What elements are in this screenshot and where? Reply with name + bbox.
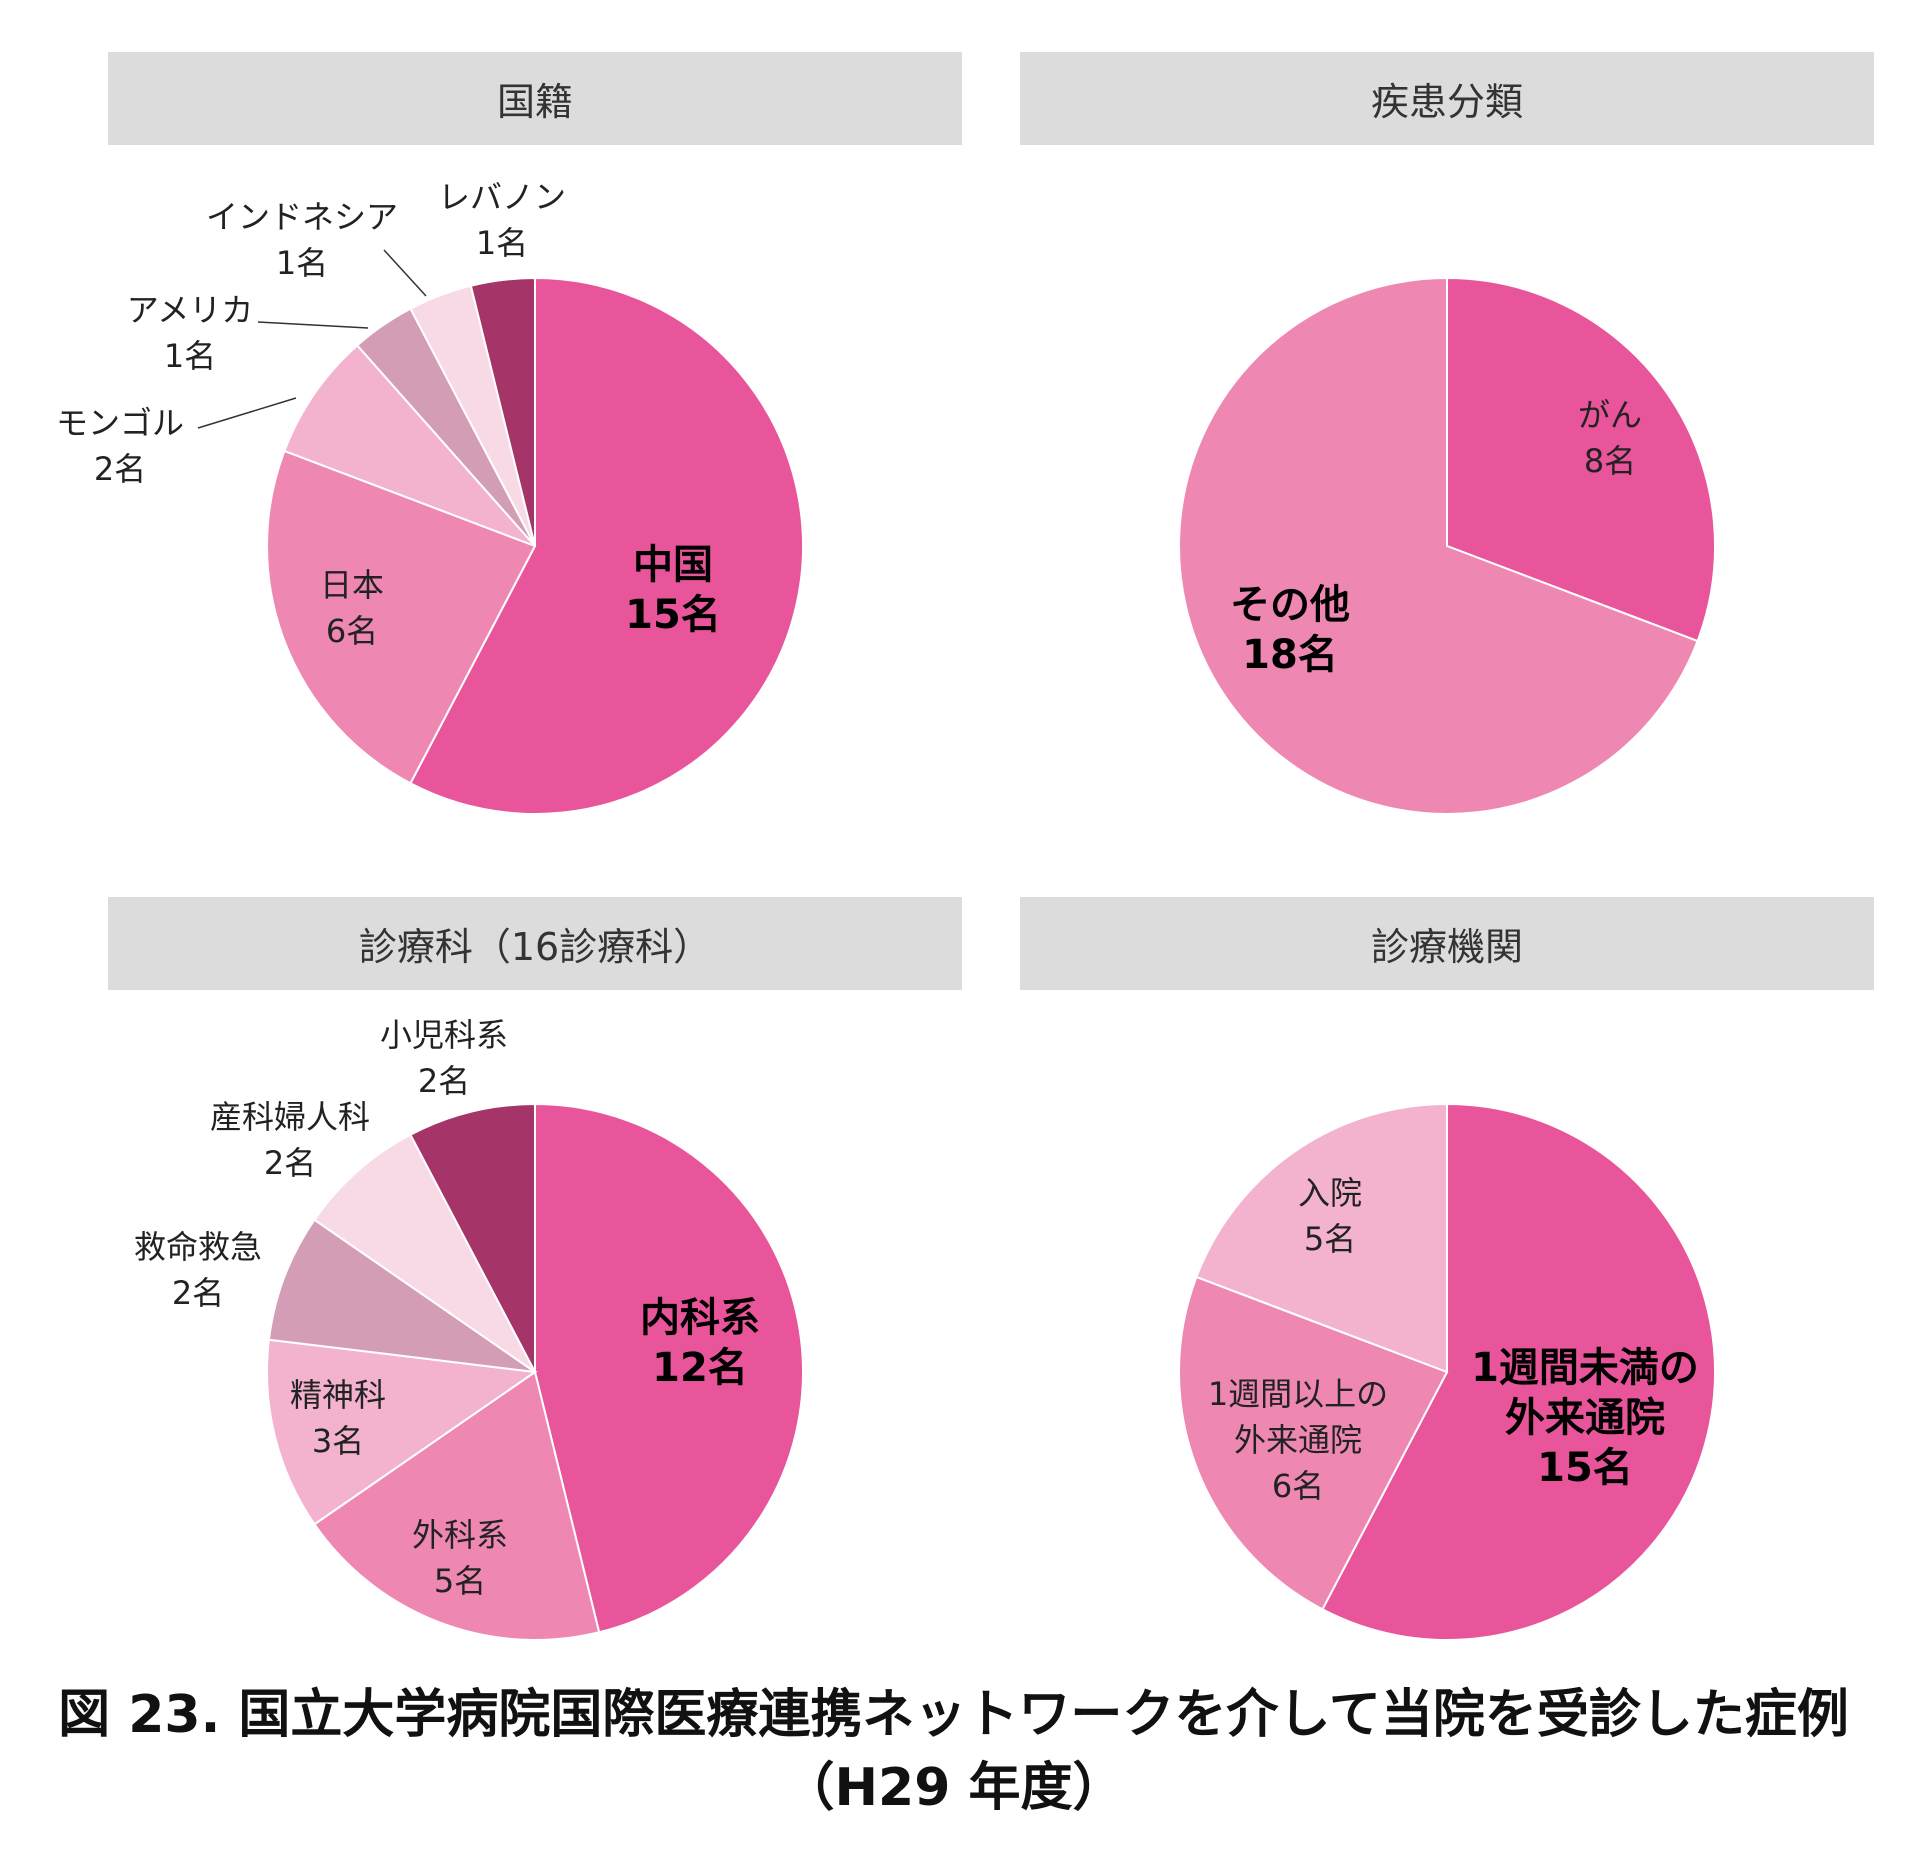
slice-category-label: 外科系 <box>412 1516 508 1554</box>
slice-value-label: 5名 <box>434 1562 486 1600</box>
pie-slice <box>409 1102 536 1373</box>
slice-category-label: 救命救急 <box>134 1228 262 1266</box>
leader-line <box>257 321 369 329</box>
slice-value-label: 1名 <box>276 244 328 282</box>
pie-slice <box>313 1133 536 1373</box>
slice-category-label: 産科婦人科 <box>210 1098 370 1136</box>
pie-group-1 <box>1177 276 1716 815</box>
pie-slice <box>313 1370 601 1641</box>
slice-value-label: 6名 <box>1272 1467 1324 1505</box>
pie-slice <box>1177 276 1699 815</box>
pie-slice <box>534 1102 804 1634</box>
slice-value-label: 2名 <box>418 1062 470 1100</box>
slice-category-label: 外来通院 <box>1505 1395 1665 1441</box>
slice-value-label: 18名 <box>1242 632 1338 678</box>
slice-category-label: がん <box>1578 396 1642 434</box>
pie-slice <box>1195 1102 1448 1374</box>
pie-group-0 <box>266 276 804 815</box>
panel-title-disease: 疾患分類 <box>1020 52 1874 145</box>
slice-value-label: 12名 <box>652 1345 748 1391</box>
pie-slice <box>1178 1275 1449 1611</box>
panel-title-department: 診療科（16診療科） <box>108 897 962 990</box>
slice-value-label: 8名 <box>1584 442 1636 480</box>
slice-category-label: 内科系 <box>640 1295 760 1341</box>
pie-slice <box>266 1338 538 1526</box>
slice-value-label: 3名 <box>312 1422 364 1460</box>
slice-category-label: 日本 <box>320 566 384 604</box>
slice-category-label: アメリカ <box>127 291 253 329</box>
slice-category-label: その他 <box>1230 582 1350 628</box>
slice-value-label: 2名 <box>264 1144 316 1182</box>
pie-slice <box>267 1218 536 1373</box>
figure-caption-year: （H29 年度） <box>782 1758 1125 1818</box>
slice-category-label: 1週間未満の <box>1471 1345 1699 1391</box>
slice-category-label: インドネシア <box>206 198 398 236</box>
leader-line <box>197 397 297 429</box>
slice-category-label: モンゴル <box>56 404 184 442</box>
slice-category-label: 中国 <box>633 542 713 588</box>
pie-group-3 <box>1178 1102 1716 1641</box>
pie-group-2 <box>266 1102 804 1641</box>
slice-value-label: 5名 <box>1304 1220 1356 1258</box>
panel-title-institution: 診療機関 <box>1020 897 1874 990</box>
slice-value-label: 15名 <box>625 592 721 638</box>
pie-slice <box>409 276 804 815</box>
slice-category-label: レバノン <box>438 178 566 216</box>
slice-value-label: 2名 <box>172 1274 224 1312</box>
pie-slice <box>1446 276 1716 643</box>
pie-slice <box>469 276 536 547</box>
slice-value-label: 6名 <box>326 612 378 650</box>
panel-title-nationality: 国籍 <box>108 52 962 145</box>
slice-category-label: 精神科 <box>290 1376 386 1414</box>
slice-value-label: 15名 <box>1537 1445 1633 1491</box>
slice-value-label: 1名 <box>476 224 528 262</box>
slice-value-label: 2名 <box>94 450 146 488</box>
slice-category-label: 外来通院 <box>1234 1421 1362 1459</box>
slice-category-label: 1週間以上の <box>1208 1375 1388 1413</box>
figure-caption: 図 23. 国立大学病院国際医療連携ネットワークを介して当院を受診した症例 <box>58 1685 1849 1745</box>
pie-slice <box>266 449 537 785</box>
slice-category-label: 入院 <box>1298 1174 1362 1212</box>
slice-category-label: 小児科系 <box>380 1016 508 1054</box>
slice-value-label: 1名 <box>164 337 216 375</box>
pie-slice <box>1321 1102 1716 1641</box>
leader-line <box>383 249 427 297</box>
pie-slice <box>283 343 536 547</box>
